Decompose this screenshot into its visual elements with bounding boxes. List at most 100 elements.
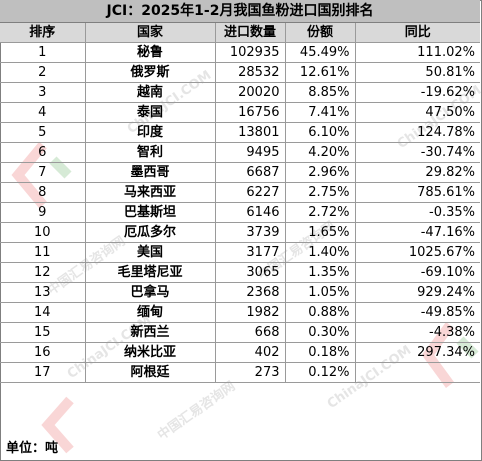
country-cell: 毛里塔尼亚 <box>84 262 216 283</box>
country-cell: 纳米比亚 <box>84 342 216 363</box>
quantity-cell: 28532 <box>214 62 286 83</box>
share-cell: 1.65% <box>284 222 356 243</box>
quantity-cell: 3177 <box>214 242 286 263</box>
share-cell: 7.41% <box>284 102 356 123</box>
share-cell: 4.20% <box>284 142 356 163</box>
table-row: 9 巴基斯坦 6146 2.72% -0.35% <box>0 202 480 223</box>
share-cell: 0.12% <box>284 362 356 383</box>
share-cell: 2.96% <box>284 162 356 183</box>
country-cell: 美国 <box>84 242 216 263</box>
table-row: 4 泰国 16756 7.41% 47.50% <box>0 102 480 123</box>
country-cell: 阿根廷 <box>84 362 216 383</box>
rank-cell: 17 <box>0 362 86 383</box>
share-cell: 0.18% <box>284 342 356 363</box>
table-row: 6 智利 9495 4.20% -30.74% <box>0 142 480 163</box>
table-row: 17 阿根廷 273 0.12% <box>0 362 480 383</box>
rank-cell: 2 <box>0 62 86 83</box>
rank-cell: 5 <box>0 122 86 143</box>
yoy-cell: 47.50% <box>354 102 480 123</box>
quantity-cell: 6227 <box>214 182 286 203</box>
rank-cell: 9 <box>0 202 86 223</box>
rank-cell: 6 <box>0 142 86 163</box>
rank-cell: 4 <box>0 102 86 123</box>
quantity-cell: 13801 <box>214 122 286 143</box>
yoy-cell: -4.38% <box>354 322 480 343</box>
share-cell: 6.10% <box>284 122 356 143</box>
yoy-cell: 297.34% <box>354 342 480 363</box>
quantity-cell: 2368 <box>214 282 286 303</box>
share-cell: 2.75% <box>284 182 356 203</box>
yoy-cell: -30.74% <box>354 142 480 163</box>
table-row: 10 厄瓜多尔 3739 1.65% -47.16% <box>0 222 480 243</box>
yoy-cell: 29.82% <box>354 162 480 183</box>
yoy-cell: 785.61% <box>354 182 480 203</box>
quantity-cell: 273 <box>214 362 286 383</box>
country-cell: 巴基斯坦 <box>84 202 216 223</box>
rank-cell: 3 <box>0 82 86 103</box>
share-cell: 12.61% <box>284 62 356 83</box>
share-cell: 45.49% <box>284 42 356 63</box>
rank-cell: 12 <box>0 262 86 283</box>
country-cell: 缅甸 <box>84 302 216 323</box>
rank-cell: 8 <box>0 182 86 203</box>
yoy-cell <box>354 362 480 383</box>
share-cell: 8.85% <box>284 82 356 103</box>
country-cell: 秘鲁 <box>84 42 216 63</box>
share-cell: 0.88% <box>284 302 356 323</box>
country-cell: 泰国 <box>84 102 216 123</box>
table-row: 13 巴拿马 2368 1.05% 929.24% <box>0 282 480 303</box>
table-row: 15 新西兰 668 0.30% -4.38% <box>0 322 480 343</box>
yoy-cell: 124.78% <box>354 122 480 143</box>
rank-cell: 15 <box>0 322 86 343</box>
header-row: 排序 国家 进口数量 份额 同比 <box>0 23 480 43</box>
quantity-cell: 9495 <box>214 142 286 163</box>
column-header-share: 份额 <box>284 23 356 43</box>
table-row: 7 墨西哥 6687 2.96% 29.82% <box>0 162 480 183</box>
yoy-cell: -19.62% <box>354 82 480 103</box>
rank-cell: 14 <box>0 302 86 323</box>
table-title: JCI：2025年1-2月我国鱼粉进口国别排名 <box>0 0 480 23</box>
yoy-cell: 1025.67% <box>354 242 480 263</box>
table-row: 12 毛里塔尼亚 3065 1.35% -69.10% <box>0 262 480 283</box>
table-row: 1 秘鲁 102935 45.49% 111.02% <box>0 42 480 63</box>
rank-cell: 1 <box>0 42 86 63</box>
country-cell: 马来西亚 <box>84 182 216 203</box>
country-cell: 巴拿马 <box>84 282 216 303</box>
country-cell: 新西兰 <box>84 322 216 343</box>
quantity-cell: 668 <box>214 322 286 343</box>
rank-cell: 16 <box>0 342 86 363</box>
rank-cell: 13 <box>0 282 86 303</box>
quantity-cell: 6687 <box>214 162 286 183</box>
quantity-cell: 1982 <box>214 302 286 323</box>
rank-cell: 7 <box>0 162 86 183</box>
table-row: 2 俄罗斯 28532 12.61% 50.81% <box>0 62 480 83</box>
yoy-cell: 111.02% <box>354 42 480 63</box>
share-cell: 0.30% <box>284 322 356 343</box>
yoy-cell: 929.24% <box>354 282 480 303</box>
country-cell: 俄罗斯 <box>84 62 216 83</box>
quantity-cell: 20020 <box>214 82 286 103</box>
country-cell: 越南 <box>84 82 216 103</box>
table-row: 16 纳米比亚 402 0.18% 297.34% <box>0 342 480 363</box>
yoy-cell: -69.10% <box>354 262 480 283</box>
import-ranking-table: 排序 国家 进口数量 份额 同比 1 秘鲁 102935 45.49% 111.02% 2… <box>0 23 480 383</box>
table-row: 14 缅甸 1982 0.88% -49.85% <box>0 302 480 323</box>
table-row: 3 越南 20020 8.85% -19.62% <box>0 82 480 103</box>
table-row: 5 印度 13801 6.10% 124.78% <box>0 122 480 143</box>
share-cell: 1.40% <box>284 242 356 263</box>
quantity-cell: 16756 <box>214 102 286 123</box>
yoy-cell: -0.35% <box>354 202 480 223</box>
rank-cell: 11 <box>0 242 86 263</box>
table-row: 8 马来西亚 6227 2.75% 785.61% <box>0 182 480 203</box>
quantity-cell: 3739 <box>214 222 286 243</box>
yoy-cell: -47.16% <box>354 222 480 243</box>
column-header-yoy: 同比 <box>354 23 480 43</box>
table-row: 11 美国 3177 1.40% 1025.67% <box>0 242 480 263</box>
quantity-cell: 402 <box>214 342 286 363</box>
quantity-cell: 3065 <box>214 262 286 283</box>
share-cell: 1.05% <box>284 282 356 303</box>
country-cell: 墨西哥 <box>84 162 216 183</box>
column-header-quantity: 进口数量 <box>214 23 286 43</box>
share-cell: 2.72% <box>284 202 356 223</box>
country-cell: 智利 <box>84 142 216 163</box>
